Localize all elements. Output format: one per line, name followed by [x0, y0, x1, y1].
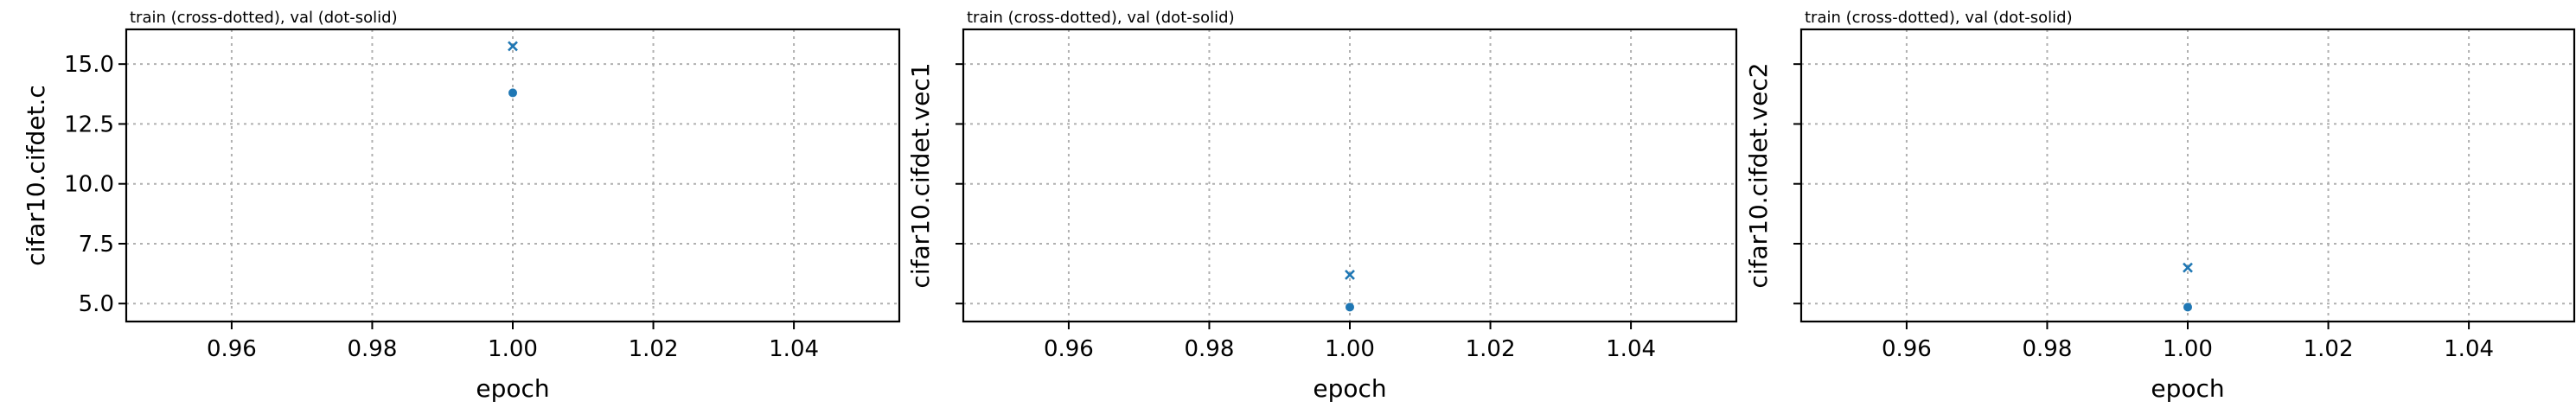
val-point	[1346, 303, 1354, 312]
x-tick-label: 0.98	[2023, 336, 2073, 362]
x-tick-label: 1.04	[2444, 336, 2494, 362]
train-point-stroke	[1345, 270, 1355, 280]
val-point	[508, 88, 517, 98]
y-axis-label: cifar10.cifdet.vec2	[1744, 62, 1773, 288]
train-point	[2183, 262, 2193, 273]
x-tick-label: 0.98	[348, 336, 398, 362]
train-point-stroke	[508, 41, 518, 52]
x-tick-label: 0.98	[1185, 336, 1235, 362]
x-tick-label: 1.04	[769, 336, 819, 362]
x-tick-label: 1.04	[1606, 336, 1656, 362]
x-tick-label: 0.96	[1044, 336, 1094, 362]
chart-panel-2: 0.96 0.98 1.00 1.02 1.04 epoch cifar10.cifdet.…	[906, 9, 1738, 403]
y-tick-label: 7.5	[79, 232, 114, 258]
train-point	[1345, 270, 1355, 280]
x-tick-label: 1.02	[2304, 336, 2354, 362]
y-tick-label: 5.0	[79, 291, 114, 317]
x-tick-label: 1.02	[629, 336, 679, 362]
x-tick-label: 1.00	[2163, 336, 2213, 362]
x-tick-label: 0.96	[207, 336, 257, 362]
x-axis-label: epoch	[1313, 374, 1386, 403]
x-tick-label: 1.00	[1325, 336, 1375, 362]
y-tick-label: 15.0	[64, 52, 114, 78]
x-tick-label: 0.96	[1882, 336, 1932, 362]
chart-title: train (cross-dotted), val (dot-solid)	[1805, 9, 2073, 27]
chart-title: train (cross-dotted), val (dot-solid)	[130, 9, 398, 27]
y-tick-label: 12.5	[64, 111, 114, 137]
train-point-stroke	[2183, 262, 2193, 273]
chart-panel-1: 0.96 0.98 1.00 1.02 1.04 5.0 7.5 10.0 12.5 15.0 ep…	[22, 9, 901, 403]
x-axis-label: epoch	[476, 374, 549, 403]
y-axis-label: cifar10.cifdet.c	[22, 85, 50, 266]
x-tick-label: 1.02	[1466, 336, 1516, 362]
chart-panel-3: 0.96 0.98 1.00 1.02 1.04 epoch cifar10.cifdet.…	[1744, 9, 2576, 403]
chart-title: train (cross-dotted), val (dot-solid)	[967, 9, 1235, 27]
x-axis-label: epoch	[2151, 374, 2224, 403]
train-point	[508, 41, 518, 52]
x-tick-label: 1.00	[488, 336, 538, 362]
val-point	[2183, 303, 2192, 312]
y-tick-label: 10.0	[64, 172, 114, 198]
y-axis-label: cifar10.cifdet.vec1	[906, 62, 935, 288]
